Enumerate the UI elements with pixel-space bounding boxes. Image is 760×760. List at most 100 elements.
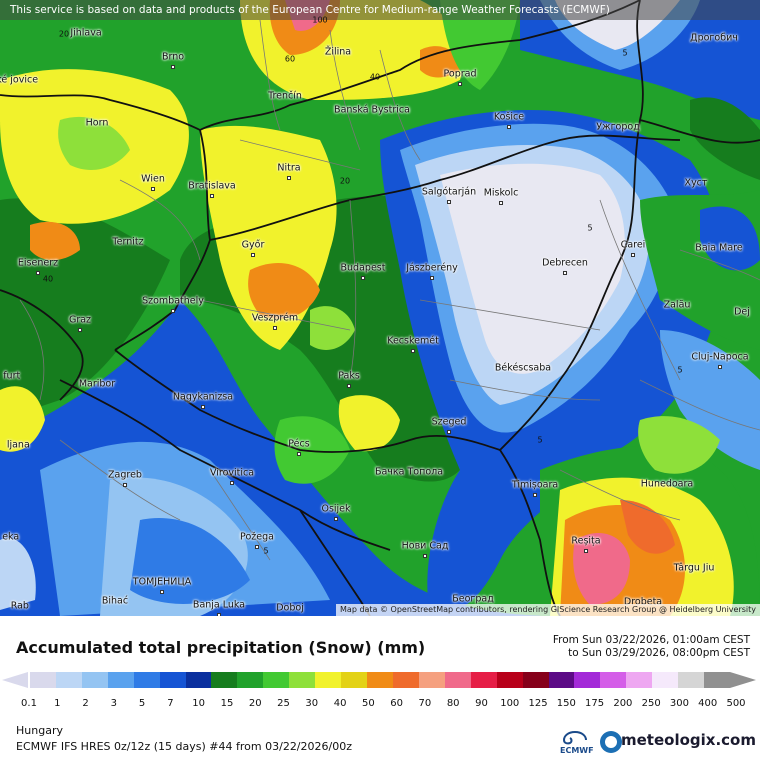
- scale-tick-label: 30: [305, 698, 319, 709]
- city-marker: [499, 201, 503, 205]
- city-marker: [334, 517, 338, 521]
- city-label: Дрогобич: [690, 32, 738, 44]
- map-title: Accumulated total precipitation (Snow) (…: [16, 638, 426, 657]
- city-marker: [123, 483, 127, 487]
- city-label: Bihać: [101, 595, 129, 607]
- city-label: Brno: [161, 51, 185, 63]
- city-label: Bratislava: [188, 180, 236, 192]
- contour-label: 5: [677, 365, 683, 375]
- city-marker: [361, 276, 365, 280]
- scale-swatch: [652, 672, 679, 688]
- scale-swatch: [704, 672, 731, 688]
- city-label: Dej: [734, 306, 750, 318]
- region-name: Hungary: [16, 724, 63, 737]
- edge-city-label: Rab: [10, 600, 29, 612]
- scale-swatch: [496, 672, 524, 688]
- scale-tick-label: 500: [726, 698, 746, 709]
- city-label: Banja Luka: [192, 599, 246, 611]
- city-marker: [347, 384, 351, 388]
- scale-min-arrow: [2, 672, 28, 688]
- contour-label: 5: [263, 546, 269, 556]
- city-marker: [210, 194, 214, 198]
- scale-tick-label: 3: [110, 698, 118, 709]
- scale-tick-label: 300: [669, 698, 689, 709]
- city-label: Nagykanizsa: [172, 391, 234, 403]
- scale-swatch: [289, 672, 316, 688]
- city-marker: [423, 554, 427, 558]
- city-marker: [411, 349, 415, 353]
- meteologix-brand[interactable]: meteologix.com: [621, 731, 756, 749]
- city-marker: [36, 271, 40, 275]
- scale-tick-label: 25: [277, 698, 290, 709]
- city-label: Veszprém: [251, 312, 299, 324]
- scale-tick-label: 150: [556, 698, 576, 709]
- city-label: Žilina: [324, 46, 352, 58]
- scale-swatch: [678, 672, 705, 688]
- city-label: Wien: [141, 173, 165, 185]
- scale-tick-label: 1: [54, 698, 61, 709]
- city-label: Košice: [493, 111, 525, 123]
- scale-swatch: [30, 672, 57, 688]
- scale-swatch: [392, 672, 420, 688]
- city-marker: [251, 253, 255, 257]
- scale-tick-label: 100: [500, 698, 520, 709]
- scale-max-arrow: [730, 672, 756, 688]
- ecmwf-logo-icon: [562, 731, 587, 745]
- city-label: Хуст: [684, 177, 708, 189]
- city-label: Zalău: [663, 299, 691, 311]
- city-marker: [631, 253, 635, 257]
- edge-city-label: ské jovice: [0, 74, 39, 86]
- city-marker: [201, 405, 205, 409]
- city-label: Jászberény: [406, 262, 458, 274]
- scale-swatch: [548, 672, 575, 688]
- city-label: Békéscsaba: [494, 362, 552, 374]
- city-label: Doboj: [276, 602, 304, 614]
- scale-tick-label: 80: [446, 698, 460, 709]
- scale-swatch: [55, 672, 83, 688]
- city-label: Kecskemét: [387, 335, 439, 347]
- scale-swatch: [263, 672, 290, 688]
- city-marker: [563, 271, 567, 275]
- scale-tick-label: 60: [390, 698, 403, 709]
- scale-swatch: [626, 672, 653, 688]
- scale-swatch: [107, 672, 135, 688]
- scale-swatch: [418, 672, 446, 688]
- contour-label: 20: [58, 29, 70, 39]
- city-label: Požega: [240, 531, 274, 543]
- model-run-info: ECMWF IFS HRES 0z/12z (15 days) #44 from…: [16, 740, 352, 753]
- contour-label: 5: [622, 48, 628, 58]
- city-marker: [287, 176, 291, 180]
- city-label: Бачка Топола: [374, 466, 444, 478]
- city-label: Carei: [620, 239, 646, 251]
- city-label: Debrecen: [542, 257, 588, 269]
- meteologix-logo-icon[interactable]: [600, 731, 622, 753]
- city-marker: [255, 545, 259, 549]
- city-label: Нови Сад: [401, 540, 449, 552]
- scale-tick-label: 5: [138, 698, 146, 709]
- city-label: Timișoara: [511, 479, 559, 491]
- city-marker: [507, 125, 511, 129]
- scale-tick-label: 10: [192, 698, 206, 709]
- city-label: Osijek: [321, 503, 351, 515]
- city-label: Eisenerz: [17, 257, 59, 269]
- city-marker: [171, 65, 175, 69]
- contour-label: 40: [369, 72, 381, 82]
- scale-swatch: [600, 672, 627, 688]
- scale-tick-label: 20: [248, 698, 262, 709]
- city-label: Baia Mare: [695, 242, 743, 254]
- scale-tick-label: 90: [475, 698, 488, 709]
- precipitation-map[interactable]: This service is based on data and produc…: [0, 0, 760, 616]
- map-attribution[interactable]: Map data © OpenStreetMap contributors, r…: [336, 604, 760, 616]
- scale-tick-label: 250: [641, 698, 661, 709]
- city-label: Jihlava: [70, 27, 102, 39]
- scale-swatch: [81, 672, 109, 688]
- city-label: Szombathely: [142, 295, 204, 307]
- city-label: Poprad: [443, 68, 477, 80]
- contour-label: 5: [587, 223, 593, 233]
- city-label: Nitra: [277, 162, 301, 174]
- ecmwf-label: ECMWF: [560, 746, 594, 755]
- scale-tick-label: 15: [220, 698, 234, 709]
- map-canvas: [0, 0, 760, 616]
- city-label: Trenčín: [268, 90, 302, 102]
- city-label: Virovitica: [209, 467, 255, 479]
